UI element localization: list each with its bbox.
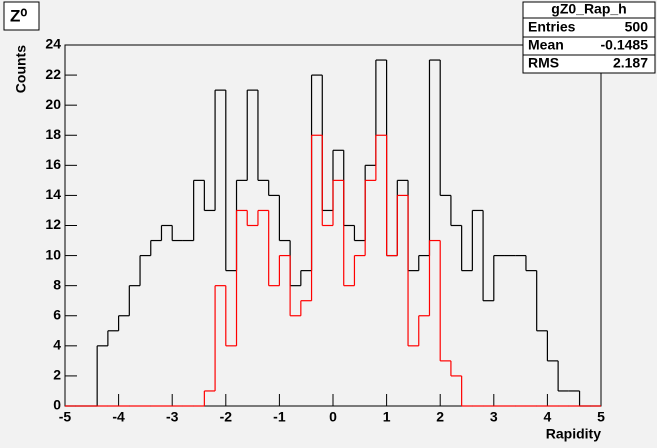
stats-title: gZ0_Rap_h [551, 1, 626, 17]
y-tick-label: 20 [45, 96, 61, 112]
y-tick-label: 4 [53, 337, 61, 353]
title-box [3, 1, 40, 31]
x-axis-title: Rapidity [546, 426, 601, 442]
y-tick-label: 16 [45, 156, 61, 172]
chart-title: Z⁰ [10, 6, 27, 25]
y-tick-label: 18 [45, 126, 61, 142]
y-tick-label: 8 [53, 276, 61, 292]
x-tick-label: -5 [59, 409, 72, 425]
y-tick-label: 2 [53, 367, 61, 383]
y-tick-label: 12 [45, 216, 61, 232]
stats-value: 500 [625, 19, 649, 35]
x-tick-label: 3 [490, 409, 498, 425]
x-tick-label: -2 [220, 409, 233, 425]
x-tick-label: -4 [112, 409, 125, 425]
stats-value: 2.187 [613, 55, 648, 71]
y-tick-label: 24 [45, 36, 61, 52]
y-tick-label: 10 [45, 246, 61, 262]
y-axis-title: Counts [13, 45, 29, 93]
x-tick-label: -1 [273, 409, 286, 425]
x-tick-label: 1 [383, 409, 391, 425]
x-tick-label: 2 [436, 409, 444, 425]
x-tick-label: 5 [597, 409, 605, 425]
stats-label: Entries [528, 19, 576, 35]
stats-value: -0.1485 [601, 37, 649, 53]
stats-label: RMS [528, 55, 559, 71]
y-tick-label: 14 [45, 186, 61, 202]
x-tick-label: 0 [329, 409, 337, 425]
y-tick-label: 22 [45, 66, 61, 82]
x-tick-label: 4 [544, 409, 552, 425]
x-tick-label: -3 [166, 409, 179, 425]
stats-label: Mean [528, 37, 564, 53]
y-tick-label: 6 [53, 306, 61, 322]
y-tick-label: 0 [53, 397, 61, 413]
